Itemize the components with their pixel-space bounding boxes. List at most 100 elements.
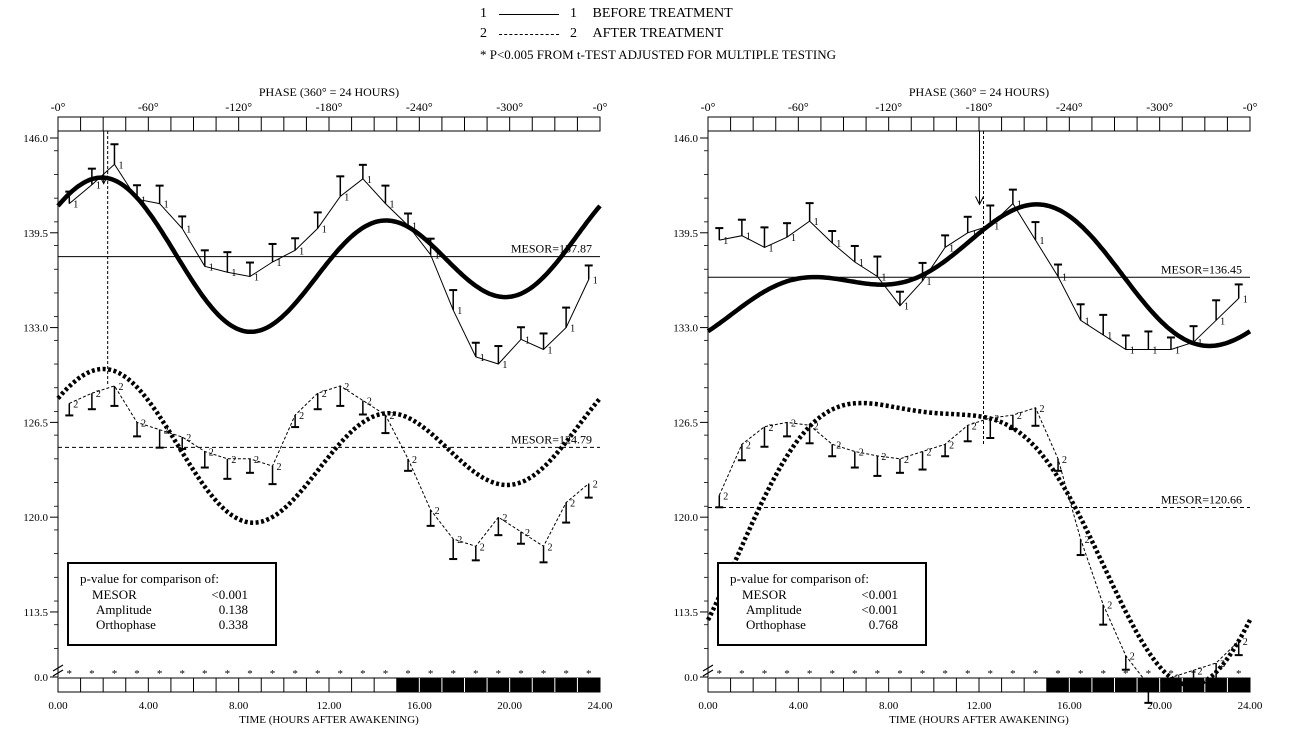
legend-before-marker-right: 1 bbox=[570, 6, 577, 21]
data-point-marker: 1 bbox=[927, 277, 932, 288]
pvalue-row-label: Orthophase bbox=[746, 617, 806, 632]
significance-star: * bbox=[717, 668, 723, 680]
x-tick-label: 8.00 bbox=[879, 700, 899, 712]
data-point-marker: 1 bbox=[277, 258, 282, 269]
pvalue-row-value: 0.768 bbox=[869, 617, 898, 632]
significance-star: * bbox=[1146, 668, 1152, 680]
y-tick-label: 120.0 bbox=[673, 512, 698, 524]
dark-period bbox=[396, 678, 600, 692]
data-line-series-1 bbox=[68, 163, 590, 365]
orthophase-arrow-head bbox=[99, 175, 109, 185]
significance-star: * bbox=[965, 668, 971, 680]
data-point-marker: 2 bbox=[73, 399, 78, 410]
data-point-marker: 2 bbox=[1175, 674, 1180, 685]
top-tick-label: -240° bbox=[1056, 100, 1083, 114]
significance-star: * bbox=[1055, 668, 1061, 680]
data-point-marker: 2 bbox=[791, 418, 796, 429]
data-point-marker: 2 bbox=[322, 389, 327, 400]
data-point-marker: 1 bbox=[904, 302, 909, 313]
data-point-marker: 1 bbox=[435, 251, 440, 262]
data-point-marker: 2 bbox=[1017, 411, 1022, 422]
x-tick-label: 16.00 bbox=[1057, 700, 1082, 712]
pvalue-row-label: Orthophase bbox=[96, 617, 156, 632]
data-point-marker: 1 bbox=[814, 217, 819, 228]
significance-star: * bbox=[450, 668, 456, 680]
significance-star: * bbox=[942, 668, 948, 680]
data-point-marker: 1 bbox=[231, 268, 236, 279]
data-point-marker: 2 bbox=[593, 480, 598, 491]
x-tick-label: 24.00 bbox=[588, 700, 613, 712]
data-point-marker: 2 bbox=[1198, 666, 1203, 677]
data-point-marker: 2 bbox=[548, 542, 553, 553]
significance-star: * bbox=[134, 668, 140, 680]
significance-star: * bbox=[112, 668, 118, 680]
data-point-marker: 1 bbox=[1152, 345, 1157, 356]
top-tick-label: -180° bbox=[316, 100, 343, 114]
significance-star: * bbox=[496, 668, 502, 680]
pvalue-row-label: MESOR bbox=[92, 587, 137, 602]
y-tick-label: 113.5 bbox=[674, 607, 699, 619]
data-point-marker: 2 bbox=[389, 411, 394, 422]
data-point-marker: 2 bbox=[164, 426, 169, 437]
data-point-marker: 2 bbox=[949, 440, 954, 451]
legend-solid-line bbox=[498, 13, 559, 15]
top-tick-label: -60° bbox=[138, 100, 159, 114]
significance-star: * bbox=[67, 668, 73, 680]
data-point-marker: 1 bbox=[118, 160, 123, 171]
top-tick-label: -0° bbox=[701, 100, 716, 114]
significance-star: * bbox=[338, 668, 344, 680]
data-point-marker: 2 bbox=[209, 448, 214, 459]
data-point-marker: 2 bbox=[836, 440, 841, 451]
legend-before-label: BEFORE TREATMENT bbox=[592, 6, 733, 21]
pvalue-row-value: <0.001 bbox=[211, 587, 248, 602]
data-point-marker: 1 bbox=[299, 246, 304, 257]
data-point-marker: 1 bbox=[1220, 316, 1225, 327]
x-axis-label: TIME (HOURS AFTER AWAKENING) bbox=[889, 714, 1069, 726]
significance-star: * bbox=[988, 668, 994, 680]
data-point-marker: 2 bbox=[141, 418, 146, 429]
significance-star: * bbox=[1236, 668, 1242, 680]
data-point-marker: 2 bbox=[525, 528, 530, 539]
y-tick-label: 146.0 bbox=[673, 133, 698, 145]
significance-star: * bbox=[784, 668, 790, 680]
data-point-marker: 1 bbox=[412, 222, 417, 233]
y-tick-label: 126.5 bbox=[673, 417, 698, 429]
axis-break-mark bbox=[52, 664, 64, 677]
significance-star: * bbox=[829, 668, 835, 680]
data-point-marker: 2 bbox=[1130, 652, 1135, 663]
legend-before-marker-left: 1 bbox=[480, 6, 487, 21]
data-point-marker: 2 bbox=[1039, 404, 1044, 415]
top-tick-label: -180° bbox=[966, 100, 993, 114]
data-point-marker: 2 bbox=[457, 535, 462, 546]
x-tick-label: 0.00 bbox=[698, 700, 718, 712]
top-tick-label: -0° bbox=[593, 100, 608, 114]
x-tick-label: 12.00 bbox=[317, 700, 342, 712]
pvalue-box bbox=[717, 562, 927, 646]
data-point-marker: 1 bbox=[570, 324, 575, 335]
y-tick-label: 0.0 bbox=[34, 672, 48, 684]
data-point-marker: 1 bbox=[1130, 345, 1135, 356]
data-point-marker: 2 bbox=[1243, 637, 1248, 648]
data-point-marker: 2 bbox=[231, 455, 236, 466]
significance-star: * bbox=[852, 668, 858, 680]
top-axis-label: PHASE (360° = 24 HOURS) bbox=[259, 85, 399, 99]
significance-star: * bbox=[586, 668, 592, 680]
y-tick-label: 126.5 bbox=[23, 417, 48, 429]
data-point-marker: 1 bbox=[209, 262, 214, 273]
data-point-marker: 1 bbox=[344, 192, 349, 203]
significance-star: * bbox=[360, 668, 366, 680]
axis-break-mark bbox=[702, 664, 714, 677]
data-point-marker: 1 bbox=[322, 224, 327, 235]
data-point-marker: 1 bbox=[791, 233, 796, 244]
significance-star: * bbox=[202, 668, 208, 680]
top-tick-label: -0° bbox=[51, 100, 66, 114]
legend-note: * P<0.005 FROM t-TEST ADJUSTED FOR MULTI… bbox=[480, 47, 836, 62]
legend: 1 1 BEFORE TREATMENT 2 2 AFTER TREATMENT… bbox=[0, 0, 1300, 70]
fitted-curve-series-2 bbox=[705, 400, 1252, 688]
data-point-marker: 2 bbox=[186, 433, 191, 444]
top-tick-label: -300° bbox=[1146, 100, 1173, 114]
significance-star: * bbox=[428, 668, 434, 680]
data-point-marker: 2 bbox=[254, 455, 259, 466]
data-line-series-2 bbox=[718, 407, 1240, 686]
data-point-marker: 1 bbox=[1198, 338, 1203, 349]
